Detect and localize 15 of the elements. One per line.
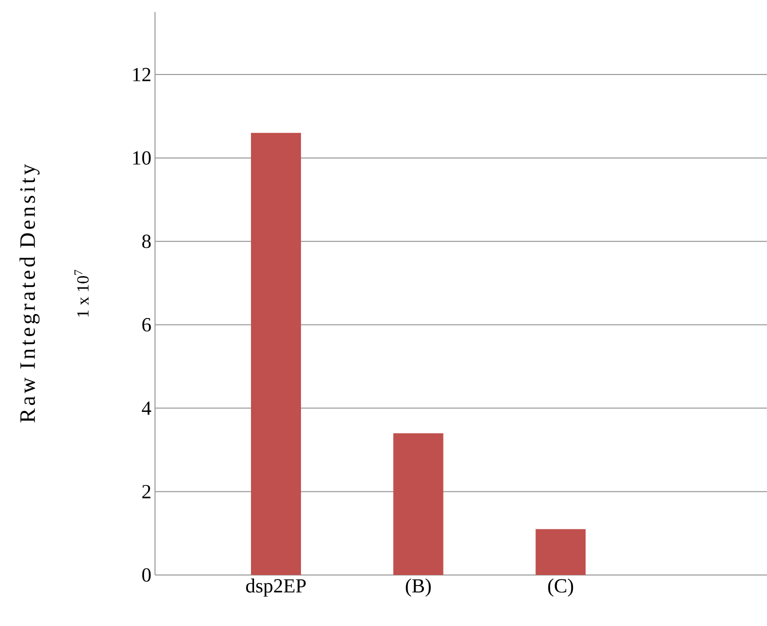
y-tick-label: 10	[133, 151, 151, 165]
x-tick-label: (C)	[548, 578, 574, 597]
bar	[393, 433, 444, 575]
y-tick-label: 12	[133, 68, 150, 82]
bar	[536, 529, 586, 575]
y-tick-label: 6	[142, 318, 151, 332]
x-tick-label: (B)	[406, 578, 431, 597]
text: 1 x 10$^{7}$	[74, 270, 89, 316]
x-tick-label: dsp2EP	[246, 578, 306, 597]
y-tick-label: 0	[142, 568, 151, 582]
y-tick-label: 2	[142, 484, 150, 498]
y-tick-label: 4	[142, 402, 152, 415]
y-axis-title: Raw Integrated Density	[20, 164, 40, 422]
y-tick-label: 8	[142, 234, 151, 248]
bar	[250, 132, 301, 575]
